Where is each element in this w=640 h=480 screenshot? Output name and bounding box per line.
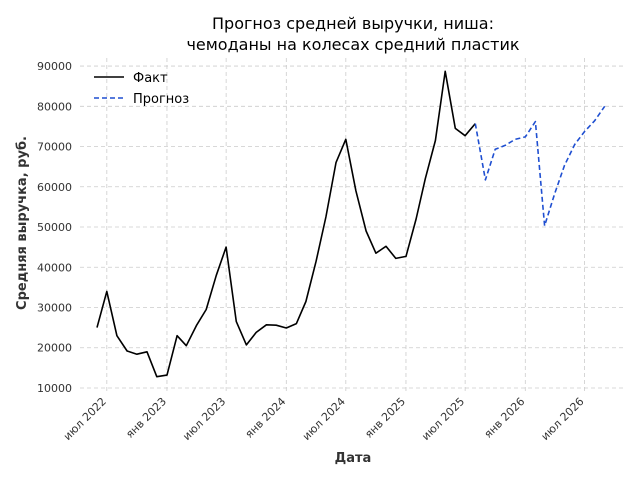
x-tick-label: июл 2026 <box>539 395 587 443</box>
y-axis-ticks: 10000 20000 30000 40000 50000 60000 70000 80000… <box>37 60 72 395</box>
y-tick-label: 20000 <box>37 342 72 355</box>
series <box>96 70 606 378</box>
y-tick-label: 90000 <box>37 60 72 73</box>
legend-label-forecast: Прогноз <box>133 92 189 107</box>
x-tick-label: янв 2024 <box>243 395 289 441</box>
y-tick-label: 30000 <box>37 301 72 314</box>
series-line-fact <box>96 70 476 378</box>
y-tick-label: 40000 <box>37 261 72 274</box>
chart-title-line-2: чемоданы на колесах средний пластик <box>186 35 519 54</box>
y-axis-label: Средняя выручка, руб. <box>15 136 30 310</box>
x-tick-label: янв 2025 <box>362 395 408 441</box>
x-tick-label: янв 2026 <box>482 395 528 441</box>
legend-label-fact: Факт <box>133 71 168 86</box>
x-tick-label: июл 2022 <box>61 395 109 443</box>
x-axis-ticks: июл 2022 янв 2023 июл 2023 янв 2024 июл 2024… <box>61 395 587 443</box>
x-tick-label: янв 2023 <box>123 395 169 441</box>
x-tick-label: июл 2024 <box>300 395 348 443</box>
y-tick-label: 60000 <box>37 181 72 194</box>
y-tick-label: 50000 <box>37 221 72 234</box>
x-tick-label: июл 2025 <box>419 395 467 443</box>
series-line-forecast <box>474 105 606 227</box>
x-tick-label: июл 2023 <box>180 395 228 443</box>
grid <box>80 58 626 392</box>
x-axis-label: Дата <box>335 451 372 466</box>
y-tick-label: 10000 <box>37 382 72 395</box>
y-tick-label: 70000 <box>37 141 72 154</box>
legend: Факт Прогноз <box>94 71 189 107</box>
y-tick-label: 80000 <box>37 100 72 113</box>
chart-title-line-1: Прогноз средней выручки, ниша: <box>212 14 494 33</box>
